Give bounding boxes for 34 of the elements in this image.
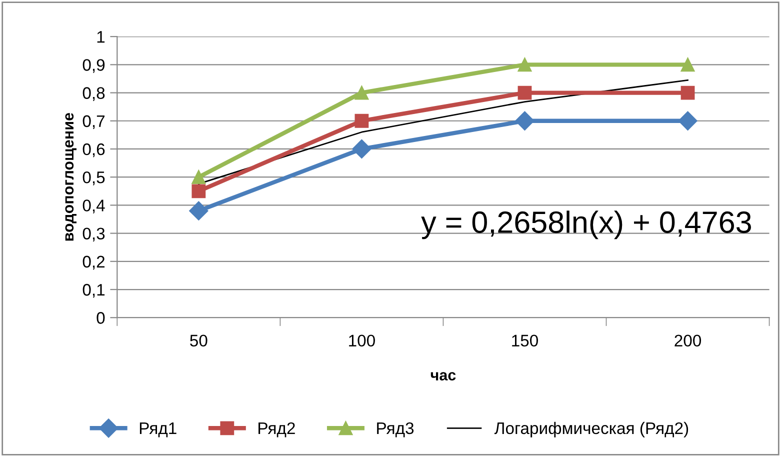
point (680, 58, 695, 72)
y-tick-label: 0,2 (82, 256, 105, 270)
annotation: y = 0,2658ln(x) + 0,4763 (421, 210, 751, 240)
x-tick-label: 50 (190, 334, 208, 347)
y-tick-label: 0,6 (82, 143, 105, 158)
y-tick-label: 0,9 (82, 59, 105, 73)
y-axis-title: водопоглощение (65, 113, 76, 241)
y-tick-label: 0 (96, 312, 105, 324)
point (352, 139, 372, 159)
legend-label: Ряд1 (140, 422, 176, 438)
y-tick-label: 1 (97, 31, 105, 43)
legend-label: Ряд2 (258, 422, 295, 438)
point (518, 58, 532, 72)
legend-label: Логарифмическая (Ряд2) (494, 422, 688, 438)
y-tick-label: 0,1 (82, 284, 105, 298)
point (192, 170, 206, 184)
point (515, 111, 534, 130)
x-tick-label: 150 (512, 334, 538, 347)
x-tick-label: 100 (349, 334, 375, 347)
point (680, 86, 695, 100)
x-tick-label: 200 (674, 334, 702, 347)
y-tick-label: 0,3 (82, 228, 105, 242)
y-tick-label: 0,4 (82, 200, 105, 214)
y-tick-label: 0,8 (82, 87, 105, 101)
point (678, 111, 698, 130)
y-tick-label: 0,5 (82, 171, 105, 186)
point (354, 114, 369, 128)
point (189, 201, 208, 220)
x-axis-title: час (430, 372, 456, 380)
point (518, 86, 532, 100)
point (354, 86, 369, 100)
y-tick-label: 0,7 (82, 115, 105, 130)
point (192, 184, 206, 198)
legend-label: Ряд3 (377, 422, 414, 438)
